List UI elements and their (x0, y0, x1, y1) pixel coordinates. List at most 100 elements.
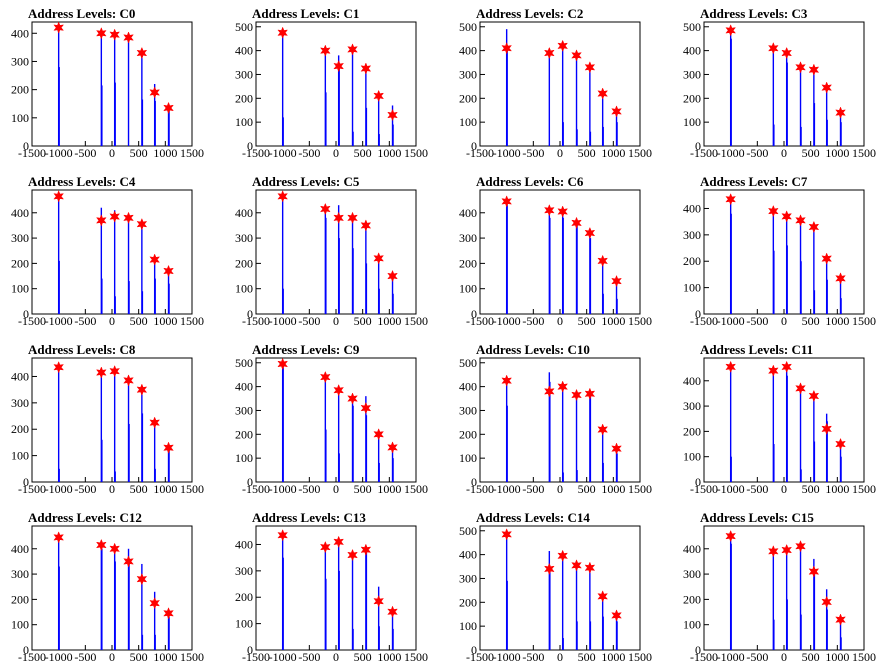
peak-marker (347, 43, 358, 56)
x-tick-label: -1500 (242, 650, 270, 664)
y-tick-label: 100 (459, 115, 477, 129)
x-tick-label: 0 (109, 314, 115, 328)
peak-marker (584, 226, 596, 240)
x-tick-label: -1000 (717, 650, 745, 664)
y-tick-label: 400 (235, 537, 253, 551)
x-tick-label: -1000 (493, 314, 521, 328)
x-tick-label: 1000 (377, 146, 401, 160)
peak-marker (611, 442, 622, 455)
peak-marker (333, 211, 345, 225)
panel-title: Address Levels: C10 (476, 342, 590, 357)
y-tick-label: 400 (683, 44, 701, 58)
peak-marker (571, 49, 582, 62)
peak-marker (725, 24, 737, 37)
peak-marker (781, 46, 793, 60)
peak-marker (319, 540, 331, 554)
y-tick-label: 200 (683, 91, 701, 105)
x-tick-label: 0 (333, 650, 339, 664)
y-tick-label: 300 (11, 396, 29, 410)
y-tick-label: 200 (11, 83, 29, 97)
peak-marker (557, 549, 569, 562)
panel-c14: Address Levels: C14 0 100 200 300 400 500 -1500… (459, 510, 652, 664)
y-tick-label: 200 (11, 592, 29, 606)
y-tick-label: 0 (471, 643, 477, 657)
peak-marker (149, 86, 161, 99)
peak-marker (347, 548, 358, 562)
peak-marker (584, 387, 596, 400)
y-tick-label: 0 (471, 307, 477, 321)
panel-title: Address Levels: C15 (700, 510, 814, 525)
x-tick-label: 0 (109, 482, 115, 496)
peak-marker (571, 388, 582, 402)
y-tick-label: 200 (459, 427, 477, 441)
y-tick-label: 200 (235, 256, 253, 270)
y-tick-label: 400 (11, 542, 29, 556)
y-tick-label: 500 (235, 20, 253, 34)
y-tick-label: 300 (235, 403, 253, 417)
y-tick-label: 100 (11, 282, 29, 296)
peak-marker (611, 105, 622, 118)
x-tick-label: 1500 (628, 482, 652, 496)
peak-marker (347, 392, 358, 405)
y-tick-label: 300 (11, 54, 29, 68)
x-tick-label: -1000 (269, 650, 297, 664)
x-tick-label: -1000 (493, 146, 521, 160)
panel-title: Address Levels: C9 (252, 342, 360, 357)
x-tick-label: 500 (578, 482, 596, 496)
y-tick-label: 500 (683, 20, 701, 34)
x-tick-label: 1000 (153, 650, 177, 664)
x-tick-label: -500 (746, 650, 768, 664)
peak-marker (781, 210, 793, 223)
x-tick-label: -1000 (45, 482, 73, 496)
peak-marker (319, 370, 331, 384)
panel-c9: Address Levels: C90100200300400500-1500-… (235, 342, 428, 496)
x-tick-label: 500 (130, 482, 148, 496)
peak-marker (611, 609, 622, 622)
peak-marker (373, 252, 385, 265)
x-tick-label: -1500 (690, 650, 718, 664)
panel-c13: Address Levels: C13 0 100 200 300 400 -1500-10… (235, 510, 428, 664)
peak-marker (597, 423, 609, 436)
x-tick-label: 1000 (825, 650, 849, 664)
x-tick-label: 0 (109, 650, 115, 664)
peak-marker (781, 360, 793, 374)
x-tick-label: 500 (802, 650, 820, 664)
panel-title: Address Levels: C12 (28, 510, 142, 525)
peak-marker (347, 211, 358, 225)
y-tick-label: 300 (11, 567, 29, 581)
x-tick-label: 1500 (404, 482, 428, 496)
x-tick-label: -500 (74, 650, 96, 664)
x-tick-label: -500 (298, 314, 320, 328)
x-tick-label: 500 (802, 146, 820, 160)
x-tick-label: 1500 (852, 650, 876, 664)
y-tick-label: 100 (11, 449, 29, 463)
y-tick-label: 100 (683, 450, 701, 464)
y-tick-label: 400 (235, 380, 253, 394)
y-tick-label: 0 (23, 643, 29, 657)
y-tick-label: 200 (683, 424, 701, 438)
peak-marker (95, 27, 107, 40)
y-tick-label: 100 (459, 619, 477, 633)
y-tick-label: 100 (683, 115, 701, 129)
peak-marker (808, 565, 820, 578)
x-tick-label: 0 (109, 146, 115, 160)
x-tick-label: -1500 (690, 314, 718, 328)
x-tick-label: 1000 (153, 314, 177, 328)
x-tick-label: 1000 (601, 314, 625, 328)
peak-marker (543, 204, 555, 217)
peak-marker (725, 360, 737, 374)
peak-marker (95, 214, 107, 227)
y-tick-label: 0 (471, 139, 477, 153)
peak-marker (597, 590, 609, 603)
y-tick-label: 400 (235, 206, 253, 220)
y-tick-label: 0 (695, 139, 701, 153)
peak-marker (109, 542, 121, 555)
peak-marker (109, 365, 121, 378)
x-tick-label: 1000 (601, 650, 625, 664)
peak-marker (149, 416, 161, 429)
x-tick-label: -500 (298, 146, 320, 160)
peak-marker (360, 219, 372, 232)
x-tick-label: 1000 (825, 146, 849, 160)
x-tick-label: 1500 (628, 650, 652, 664)
peak-marker (795, 382, 806, 395)
